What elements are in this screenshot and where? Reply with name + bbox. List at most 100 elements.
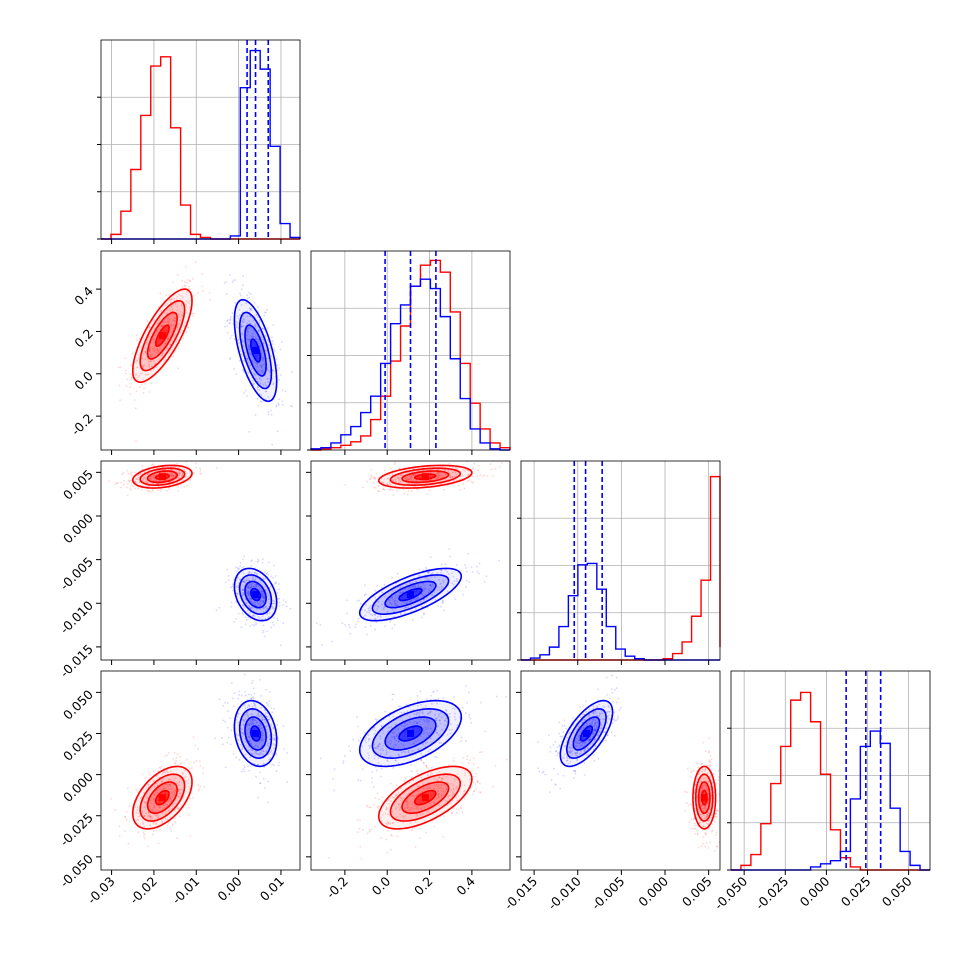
red-sample-point <box>389 483 392 486</box>
blue-sample-point <box>273 764 275 767</box>
red-sample-point <box>392 479 395 482</box>
red-sample-point <box>702 842 704 845</box>
red-sample-point <box>410 478 413 481</box>
red-sample-point <box>486 475 489 477</box>
blue-sample-point <box>240 294 242 297</box>
blue-sample-point <box>412 708 415 711</box>
red-sample-point <box>152 474 155 477</box>
blue-sample-point <box>266 592 269 595</box>
blue-density-peak <box>407 591 414 599</box>
red-sample-point <box>170 323 173 326</box>
blue-sample-point <box>403 601 406 603</box>
blue-sample-point <box>562 731 565 734</box>
red-sample-point <box>141 372 143 375</box>
blue-sample-point <box>430 766 433 769</box>
blue-sample-point <box>247 714 249 717</box>
blue-sample-point <box>379 749 382 751</box>
blue-sample-point <box>262 384 265 386</box>
blue-sample-point <box>242 604 245 607</box>
red-sample-point <box>181 473 184 476</box>
red-sample-point <box>706 813 709 816</box>
red-sample-point <box>149 350 151 353</box>
red-sample-point <box>391 479 394 482</box>
blue-sample-point <box>249 611 252 614</box>
red-sample-point <box>478 791 481 793</box>
red-sample-point <box>156 349 159 352</box>
blue-sample-point <box>262 606 265 609</box>
red-sample-point <box>436 476 439 479</box>
red-sample-point <box>433 825 436 828</box>
blue-sample-point <box>405 602 407 605</box>
blue-sample-point <box>258 715 260 717</box>
blue-sample-point <box>397 594 400 597</box>
blue-sample-point <box>276 592 279 594</box>
red-sample-point <box>438 787 441 789</box>
red-sample-point <box>189 470 191 473</box>
blue-sample-point <box>241 732 244 734</box>
blue-sample-point <box>234 301 237 304</box>
red-sample-point <box>481 475 484 478</box>
blue-sample-point <box>389 755 392 758</box>
blue-sample-point <box>248 349 251 351</box>
red-sample-point <box>188 813 190 816</box>
red-sample-point <box>697 766 700 769</box>
red-sample-point <box>437 476 440 478</box>
blue-sample-point <box>261 595 264 598</box>
red-sample-point <box>127 479 130 482</box>
blue-sample-point <box>238 313 241 316</box>
red-sample-point <box>122 479 125 482</box>
red-sample-point <box>137 478 139 481</box>
blue-sample-point <box>266 613 269 616</box>
blue-sample-point <box>257 615 260 618</box>
blue-sample-point <box>255 585 258 588</box>
blue-sample-point <box>406 602 408 605</box>
blue-sample-point <box>227 574 230 577</box>
blue-sample-point <box>264 721 267 724</box>
blue-sample-point <box>230 729 233 732</box>
blue-sample-point <box>229 357 232 360</box>
red-sample-point <box>137 474 140 477</box>
blue-sample-point <box>254 604 257 606</box>
red-sample-point <box>404 777 407 780</box>
blue-sample-point <box>257 370 259 373</box>
blue-sample-point <box>569 750 572 752</box>
blue-sample-point <box>241 612 244 614</box>
red-sample-point <box>385 838 388 841</box>
blue-sample-point <box>235 323 238 326</box>
red-sample-point <box>125 810 128 813</box>
blue-sample-point <box>438 715 440 718</box>
red-sample-point <box>390 834 392 836</box>
blue-sample-point <box>538 770 541 773</box>
red-sample-point <box>156 323 158 325</box>
red-sample-point <box>704 832 707 835</box>
blue-sample-point <box>431 593 434 596</box>
red-sample-point <box>389 782 392 785</box>
red-sample-point <box>700 780 703 783</box>
red-sample-point <box>172 355 175 358</box>
blue-sample-point <box>266 745 269 747</box>
red-sample-point <box>145 797 148 799</box>
blue-sample-point <box>376 718 378 721</box>
red-sample-point <box>399 476 402 479</box>
blue-sample-point <box>262 596 265 599</box>
blue-sample-point <box>259 600 261 603</box>
blue-sample-point <box>393 737 396 739</box>
red-sample-point <box>447 782 450 785</box>
red-sample-point <box>164 813 167 815</box>
blue-sample-point <box>247 586 250 589</box>
red-sample-point <box>139 472 142 475</box>
blue-sample-point <box>404 612 406 615</box>
red-sample-point <box>216 466 218 469</box>
blue-sample-point <box>249 722 251 725</box>
blue-sample-point <box>453 580 456 582</box>
red-sample-point <box>707 811 709 814</box>
red-sample-point <box>202 767 205 769</box>
blue-sample-point <box>451 582 453 585</box>
red-sample-point <box>168 826 171 829</box>
red-sample-point <box>374 797 377 800</box>
red-sample-point <box>464 774 466 776</box>
blue-sample-point <box>246 712 248 714</box>
red-sample-point <box>704 805 707 808</box>
blue-sample-point <box>409 600 412 603</box>
red-sample-point <box>172 319 175 322</box>
